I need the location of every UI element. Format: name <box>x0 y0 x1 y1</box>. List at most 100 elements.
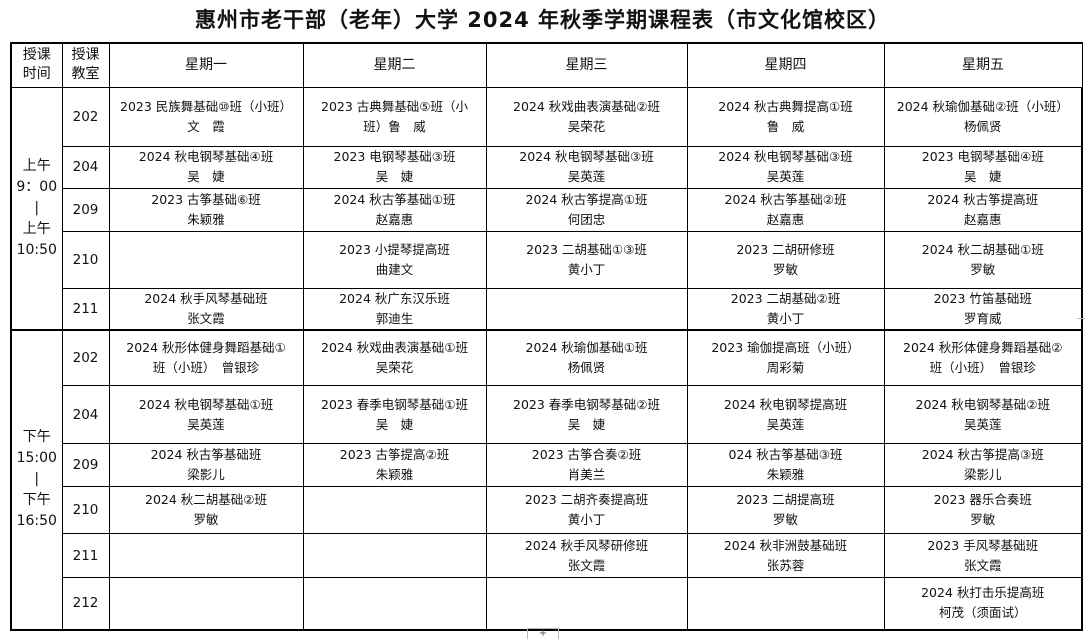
time-slot-line: 下午 <box>22 429 51 445</box>
class-cell <box>108 533 304 578</box>
class-cell: 2024 秋电钢琴基础③班 吴英莲 <box>485 145 688 189</box>
class-cell: 2024 秋电钢琴基础②班 吴英莲 <box>883 385 1083 444</box>
teacher-name: 赵嘉惠 <box>766 211 805 227</box>
teacher-name: 梁影儿 <box>963 467 1002 482</box>
header-friday: 星期五 <box>883 42 1083 88</box>
header-wednesday: 星期三 <box>485 42 688 88</box>
class-cell: 024 秋古筝基础③班 朱颖雅 <box>686 443 885 487</box>
teacher-name: 周彩菊 <box>766 359 805 375</box>
header-room-line: 教室 <box>71 66 100 83</box>
course-name: 2024 秋戏曲表演基础①班 <box>321 339 468 355</box>
teacher-name: 吴 婕 <box>375 416 414 432</box>
class-cell: 2024 秋二胡基础②班 罗敏 <box>108 486 304 534</box>
table-row: 212 2024 秋打击乐提高班 柯茂（须面试） <box>11 577 1083 630</box>
class-cell <box>485 577 688 630</box>
class-cell: 2024 秋手风琴基础班 张文霞 <box>108 287 304 330</box>
course-name: 2023 器乐合奏班 <box>933 492 1032 507</box>
class-cell: 2024 秋古筝提高班 赵嘉惠 <box>883 187 1083 232</box>
class-cell: 2024 秋手风琴研修班 张文霞 <box>485 533 688 578</box>
course-name: 2024 秋电钢琴基础③班 <box>519 149 654 164</box>
class-cell: 2023 小提琴提高班 曲建文 <box>302 230 487 289</box>
teacher-name: 朱颖雅 <box>375 467 414 482</box>
class-cell: 2024 秋电钢琴基础①班 吴英莲 <box>108 385 304 444</box>
teacher-name: 朱颖雅 <box>766 467 805 482</box>
class-cell: 2023 电钢琴基础④班吴 婕 <box>883 145 1083 189</box>
class-cell <box>108 577 304 630</box>
course-name: 2024 秋电钢琴基础③班 <box>718 149 853 164</box>
class-cell: 2024 秋形体健身舞蹈基础① 班（小班） 曾银珍 <box>108 329 304 386</box>
room-number: 204 <box>61 145 110 189</box>
room-number: 209 <box>61 443 110 487</box>
teacher-name: 班）鲁 威 <box>363 118 426 134</box>
class-cell: 2024 秋电钢琴提高班 吴英莲 <box>686 385 885 444</box>
table-row: 210 2023 小提琴提高班 曲建文 2023 二胡基础①③班 黄小丁 2023 二胡研… <box>11 230 1083 289</box>
class-cell: 2024 秋电钢琴基础④班吴 婕 <box>108 145 304 189</box>
room-number: 204 <box>61 385 110 444</box>
table-row: 209 2023 古筝基础⑥班 朱颖雅 2024 秋古筝基础①班 赵嘉惠 2024 秋古筝… <box>11 187 1083 232</box>
course-name: 2024 秋形体健身舞蹈基础② <box>903 339 1063 355</box>
class-cell: 2024 秋广东汉乐班 郭迪生 <box>302 287 487 330</box>
teacher-name: 罗敏 <box>772 261 798 277</box>
teacher-name: 张文霞 <box>187 310 225 326</box>
teacher-name: 曲建文 <box>375 261 414 277</box>
class-cell: 2024 秋古典舞提高①班鲁 威 <box>686 86 885 147</box>
class-cell: 2024 秋非洲鼓基础班 张苏蓉 <box>686 533 885 578</box>
class-cell: 2023 器乐合奏班 罗敏 <box>883 486 1083 534</box>
header-time: 授课 时间 <box>10 42 63 88</box>
teacher-name: 吴英莲 <box>567 169 606 184</box>
class-cell <box>485 287 688 330</box>
room-number: 211 <box>61 287 110 330</box>
course-name: 2024 秋手风琴基础班 <box>144 290 268 306</box>
teacher-name: 杨佩贤 <box>567 359 606 375</box>
course-name: 2023 电钢琴基础④班 <box>921 149 1044 164</box>
course-name: 2023 二胡齐奏提高班 <box>524 492 649 507</box>
class-cell: 2024 秋戏曲表演基础②班 吴荣花 <box>485 86 688 147</box>
teacher-name: 吴 婕 <box>567 416 606 432</box>
class-cell: 2024 秋古筝基础班 梁影儿 <box>108 443 304 487</box>
course-name: 2023 二胡基础①③班 <box>526 241 647 257</box>
class-cell <box>302 486 487 534</box>
add-sheet-button[interactable]: + <box>527 628 559 639</box>
header-room-line: 授课 <box>71 47 100 64</box>
course-name: 2023 春季电钢琴基础②班 <box>513 396 660 412</box>
class-cell: 2024 秋古筝基础②班 赵嘉惠 <box>686 187 885 232</box>
course-name: 2024 秋电钢琴提高班 <box>723 396 848 412</box>
course-name: 2024 秋二胡基础①班 <box>921 241 1044 257</box>
table-row: 211 2024 秋手风琴基础班 张文霞 2024 秋广东汉乐班 郭迪生 2023 二胡基… <box>11 287 1083 330</box>
teacher-name: 郭迪生 <box>375 310 414 326</box>
course-name: 2023 古筝提高②班 <box>339 447 450 462</box>
course-name: 2024 秋古筝提高①班 <box>525 191 648 207</box>
course-name: 2023 电钢琴基础③班 <box>333 149 456 164</box>
class-cell: 2023 二胡研修班 罗敏 <box>686 230 885 289</box>
class-cell: 2023 竹笛基础班 罗育威 <box>883 287 1083 330</box>
time-slot: 上午 9：00 | 上午 10:50 <box>10 86 63 330</box>
class-cell: 2023 手风琴基础班 张文霞 <box>883 533 1083 578</box>
class-cell: 2023 二胡齐奏提高班 黄小丁 <box>485 486 688 534</box>
class-cell: 2024 秋古筝提高①班 何团忠 <box>485 187 688 232</box>
teacher-name: 吴 婕 <box>375 169 414 184</box>
class-cell: 2024 秋瑜伽基础①班 杨佩贤 <box>485 329 688 386</box>
room-number: 202 <box>61 329 110 386</box>
teacher-name: 柯茂（须面试） <box>938 605 1027 621</box>
time-slot-line: | <box>34 199 40 216</box>
room-number: 202 <box>61 86 110 147</box>
course-name: 2024 秋打击乐提高班 <box>921 585 1045 601</box>
course-name: 2023 春季电钢琴基础①班 <box>321 396 468 412</box>
teacher-name: 张文霞 <box>567 557 606 573</box>
course-name: 2023 古筝基础⑥班 <box>151 191 261 207</box>
header-time-line: 授课 <box>22 47 51 64</box>
teacher-name: 吴英莲 <box>187 416 225 432</box>
class-cell: 2024 秋二胡基础①班 罗敏 <box>883 230 1083 289</box>
time-slot-line: 15:00 <box>16 450 57 466</box>
course-name: 2024 秋戏曲表演基础②班 <box>513 98 660 114</box>
course-name: 2024 秋电钢琴基础④班 <box>138 149 274 164</box>
room-number: 210 <box>61 486 110 534</box>
table-row: 204 2024 秋电钢琴基础④班吴 婕 2023 电钢琴基础③班吴 婕 2024 秋… <box>11 145 1083 189</box>
teacher-name: 吴 婕 <box>963 169 1002 184</box>
header-tuesday: 星期二 <box>302 42 487 88</box>
class-cell: 2023 二胡基础①③班 黄小丁 <box>485 230 688 289</box>
page-title: 惠州市老干部（老年）大学 2024 年秋季学期课程表（市文化馆校区） <box>194 8 891 32</box>
class-cell: 2023 瑜伽提高班（小班） 周彩菊 <box>686 329 885 386</box>
course-name: 2023 二胡研修班 <box>736 241 835 257</box>
time-slot-line: 16:50 <box>16 513 57 529</box>
